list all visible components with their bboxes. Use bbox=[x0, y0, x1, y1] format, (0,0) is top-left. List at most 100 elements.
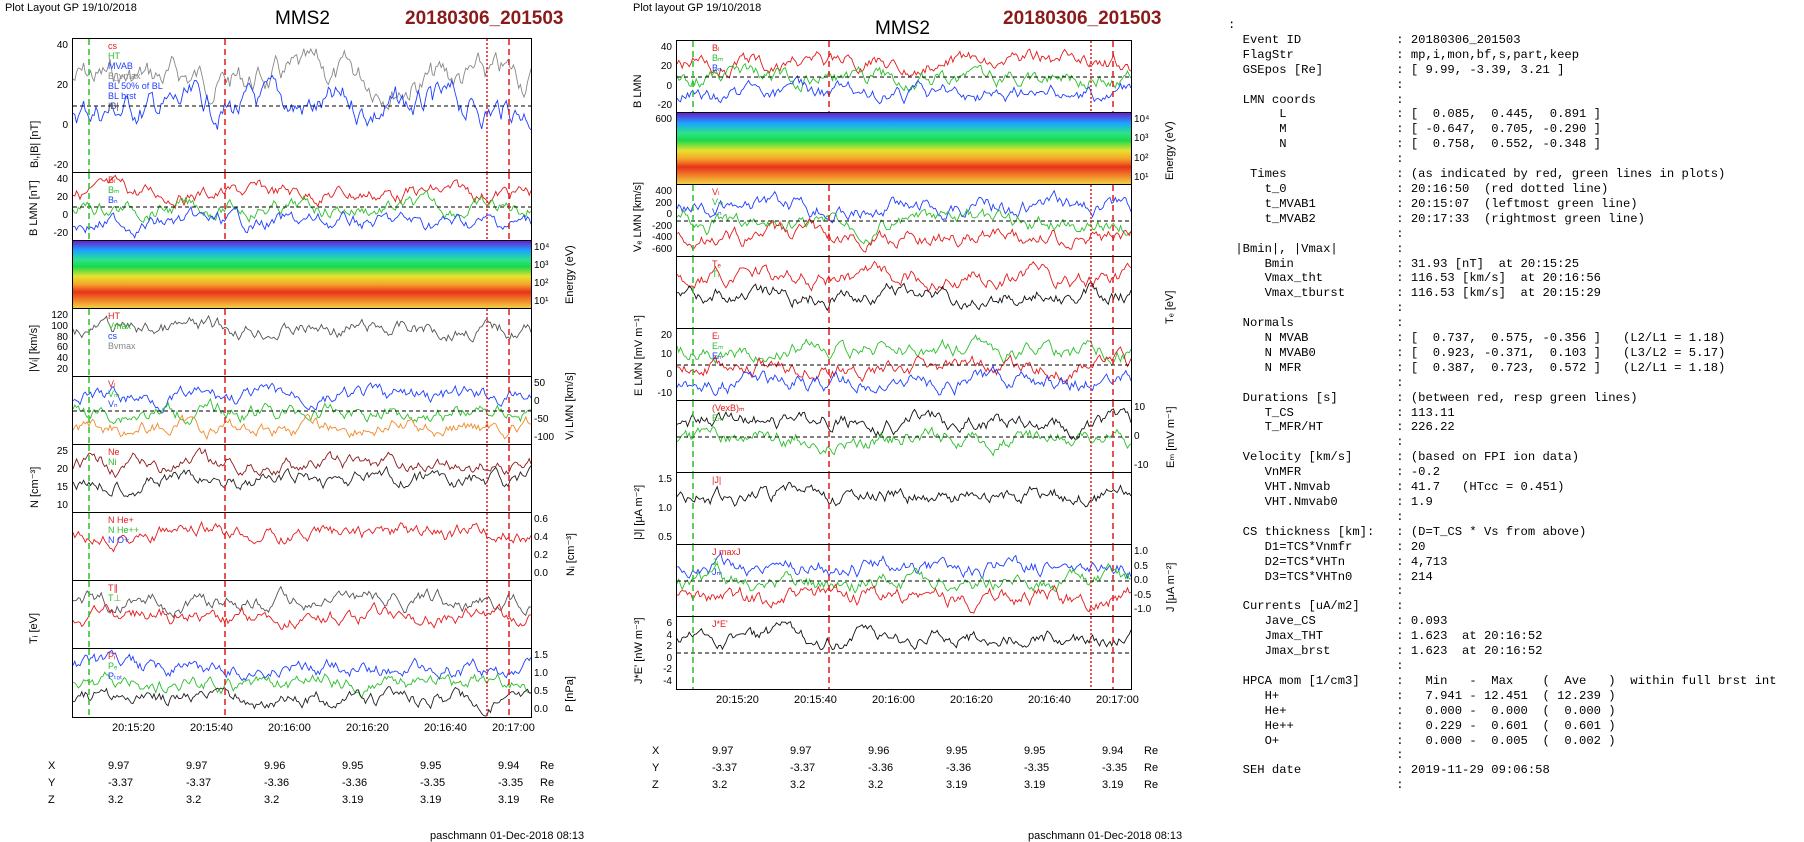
left-panel-5-ytick: 15 bbox=[56, 482, 68, 493]
right-panel-5-series-1 bbox=[677, 426, 1131, 457]
right-orbit-value: 9.94 bbox=[1102, 745, 1124, 757]
left-panel-8-series-0 bbox=[73, 649, 531, 682]
right-panel-6-traces bbox=[677, 473, 1131, 545]
left-panel-6-legend-item: N O+ bbox=[108, 535, 130, 545]
right-panel-8-legend-item: J*E' bbox=[712, 619, 728, 629]
right-panel-7-legend: J maxJ Jₗ Jₘ bbox=[712, 547, 741, 577]
right-panel-4-legend-item: Eₗ bbox=[712, 331, 720, 341]
left-panel-3-ytick: 80 bbox=[56, 331, 68, 343]
right-panel-8-ytick: 2 bbox=[666, 641, 672, 653]
left-panel-0-legend-item: BL 50% of BL bbox=[108, 81, 163, 91]
right-panel-2-series-0 bbox=[677, 189, 1131, 224]
right-panel-2-ytick: -400 bbox=[651, 232, 672, 244]
right-orbit-label: Y bbox=[652, 762, 660, 774]
right-panel-2-legend-item: Vₗ bbox=[712, 187, 720, 197]
left-panel-3-legend-item: Vmax bbox=[108, 321, 132, 331]
left-orbit-value: -3.35 bbox=[498, 777, 524, 789]
right-panel-7-right-ytick: 1.0 bbox=[1134, 546, 1148, 557]
right-panel-0-ytick: 0 bbox=[666, 80, 672, 92]
right-panel-3 bbox=[676, 256, 1132, 330]
right-panel-5-right-ylabel: Eₘ [mV m⁻¹] bbox=[1165, 406, 1177, 468]
right-panel-5-legend-item: Eₘ bbox=[712, 413, 724, 423]
right-panel-3-series-0 bbox=[677, 260, 1131, 293]
right-panel-4-legend-item: Eₘ bbox=[712, 341, 724, 351]
right-panel-6-legend-item: |J| bbox=[712, 475, 722, 485]
left-panel-7-legend-item: T∥ bbox=[108, 583, 118, 593]
left-panel-1-legend-item: Bₙ bbox=[108, 195, 118, 205]
right-orbit-value: 3.19 bbox=[1024, 779, 1046, 791]
right-panel-6-legend: |J| bbox=[712, 475, 721, 485]
right-panel-2-ytick: -200 bbox=[651, 220, 672, 232]
left-panel-6-legend-item: N He+ bbox=[108, 515, 134, 525]
right-panel-7-legend-item: Jₗ bbox=[712, 557, 718, 567]
right-panel-6-ytick: 0.5 bbox=[658, 532, 672, 543]
right-panel-7-series-2 bbox=[677, 583, 1131, 614]
right-panel-7-series-1 bbox=[677, 562, 1131, 594]
right-panel-7 bbox=[676, 544, 1132, 618]
left-panel-8-legend-item: Pₜₒₜ bbox=[108, 671, 123, 681]
left-panel-8 bbox=[72, 648, 532, 718]
left-panel-4-series-2 bbox=[73, 413, 531, 441]
left-orbit-value: 9.95 bbox=[342, 760, 364, 772]
right-panel-2-ytick: 0 bbox=[666, 209, 672, 221]
left-panel-1-legend: Bₗ Bₘ Bₙ bbox=[108, 175, 120, 205]
left-panel-3-ylabel: |Vᵢ| [km/s] bbox=[28, 324, 40, 372]
left-panel-7 bbox=[72, 580, 532, 650]
left-panel-3-series-0 bbox=[73, 314, 531, 343]
left-panel-5-series-1 bbox=[73, 465, 531, 498]
right-panel-8-series-0 bbox=[677, 621, 1131, 651]
right-panel-4-ytick: 10 bbox=[660, 349, 672, 361]
left-panel-0-ytick: 20 bbox=[56, 80, 68, 91]
left-panel-4-series-1 bbox=[73, 397, 531, 426]
right-panel-6-ytick: 1.0 bbox=[658, 503, 672, 514]
left-orbit-value: -3.36 bbox=[342, 777, 368, 789]
right-panel-7-right-ytick: 0.5 bbox=[1134, 560, 1148, 572]
right-orbit-value: 3.2 bbox=[712, 779, 728, 791]
left-panel-7-traces bbox=[73, 581, 531, 649]
left-layout-label: Plot Layout GP 19/10/2018 bbox=[5, 2, 137, 14]
left-panel-5-legend: Ne Ni bbox=[108, 447, 120, 467]
right-orbit-unit: Re bbox=[1144, 745, 1159, 757]
left-orbit-value: -3.37 bbox=[108, 777, 134, 789]
left-panel-6-right-ytick: 0.6 bbox=[534, 514, 548, 525]
left-panel-0-ytick: 40 bbox=[56, 40, 68, 51]
right-time-tick: 20:17:00 bbox=[1096, 694, 1139, 706]
right-panel-5 bbox=[676, 400, 1132, 474]
left-panel-4-legend-item: Vₗ bbox=[108, 379, 116, 389]
left-panel-6-right-ytick: 0.2 bbox=[534, 550, 548, 561]
left-panel-6-right-ylabel: Nᵢ [cm⁻³] bbox=[565, 533, 577, 576]
right-orbit-value: -3.35 bbox=[1024, 762, 1050, 774]
right-event-title: 20180306_201503 bbox=[1003, 8, 1162, 29]
right-panel-2-ylabel: Vₑ LMN [km/s] bbox=[632, 181, 644, 252]
left-orbit-value: -3.37 bbox=[186, 777, 212, 789]
left-panel-0-legend-item: B_vmax bbox=[108, 71, 141, 81]
left-panel-8-legend-item: Pᵢ bbox=[108, 651, 116, 661]
right-panel-0-series-0 bbox=[677, 48, 1131, 79]
left-panel-8-right-ytick: 0.5 bbox=[534, 686, 548, 697]
left-panel-4-right-ytick: -100 bbox=[534, 432, 555, 443]
left-orbit-value: 3.2 bbox=[186, 794, 202, 806]
right-panel-8 bbox=[676, 616, 1132, 690]
left-time-tick: 20:15:20 bbox=[112, 722, 155, 734]
right-layout-label: Plot layout GP 19/10/2018 bbox=[633, 2, 762, 14]
right-orbit-value: 9.95 bbox=[1024, 745, 1046, 757]
right-panel-3-traces bbox=[677, 257, 1131, 329]
left-panel-6-right-ytick: 0.0 bbox=[534, 568, 548, 579]
left-panel-3-legend-item: Bvmax bbox=[108, 341, 136, 351]
right-orbit-value: 3.2 bbox=[790, 779, 806, 791]
right-panel-0-legend-item: Bₘ bbox=[712, 53, 724, 63]
left-panel-1 bbox=[72, 172, 532, 242]
right-panel-7-series-0 bbox=[677, 551, 1131, 580]
left-panel-7-legend: T∥ T⊥ bbox=[108, 583, 121, 603]
left-orbit-unit: Re bbox=[540, 794, 555, 806]
left-panel-5-series-0 bbox=[73, 447, 531, 479]
right-panel-7-right-ylabel: J [μA m⁻²] bbox=[1165, 562, 1177, 612]
left-panel-0-legend-item: HT bbox=[108, 51, 120, 61]
left-orbit-value: 3.19 bbox=[420, 794, 442, 806]
right-panel-8-ytick: 6 bbox=[666, 618, 672, 629]
right-panel-4-traces bbox=[677, 329, 1131, 401]
right-panel-1-right-ytick: 10³ bbox=[1134, 133, 1149, 145]
left-panel-7-ylabel: Tᵢ [eV] bbox=[28, 612, 40, 644]
left-panel-1-traces bbox=[73, 173, 531, 241]
right-panel-1-ytick: 600 bbox=[655, 114, 672, 125]
